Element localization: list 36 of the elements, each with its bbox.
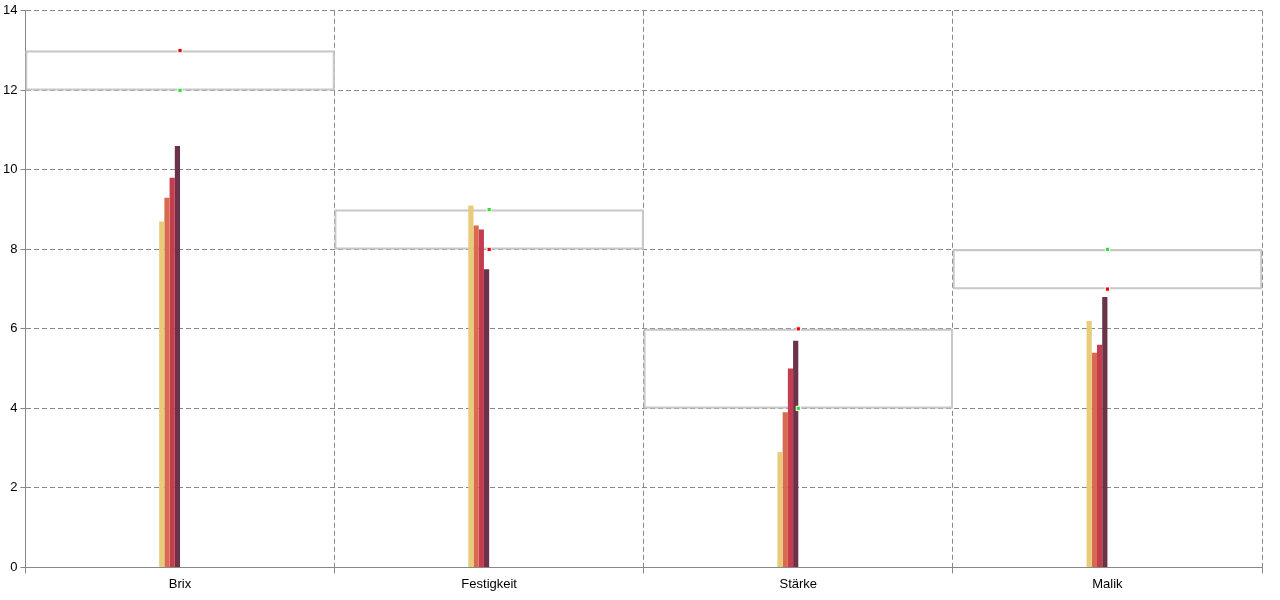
y-tick-label: 6 (10, 320, 18, 336)
y-tick-label: 10 (2, 161, 18, 177)
point (486, 206, 492, 213)
point (486, 246, 492, 252)
point (795, 326, 801, 332)
y-tick-label: 4 (10, 399, 18, 415)
point (1104, 246, 1111, 252)
bar (478, 229, 484, 567)
y-tick-label: 12 (2, 81, 18, 97)
bar (1086, 320, 1092, 567)
y-tick-label: 0 (10, 558, 18, 574)
x-tick-label: Stärke (779, 575, 818, 591)
y-tick-label: 14 (2, 2, 18, 18)
bar (1091, 352, 1097, 567)
point (1104, 286, 1111, 292)
bar (159, 221, 165, 567)
bar (793, 340, 799, 567)
bar (777, 452, 783, 567)
x-tick-label: Brix (168, 575, 192, 591)
bar (169, 177, 175, 567)
point (795, 405, 801, 411)
bar (787, 368, 794, 567)
bar (468, 205, 474, 567)
y-tick-label: 8 (10, 240, 18, 256)
bar (164, 197, 170, 567)
point (177, 47, 183, 54)
y-tick-label: 2 (10, 479, 18, 495)
x-tick-label: Malik (1092, 575, 1124, 591)
bar (483, 269, 490, 567)
bar (473, 225, 479, 567)
bar (1097, 344, 1103, 567)
x-tick-label: Festigkeit (461, 575, 518, 591)
bar (174, 145, 181, 567)
bar (1102, 297, 1108, 567)
bar (782, 412, 788, 567)
point (177, 87, 183, 93)
